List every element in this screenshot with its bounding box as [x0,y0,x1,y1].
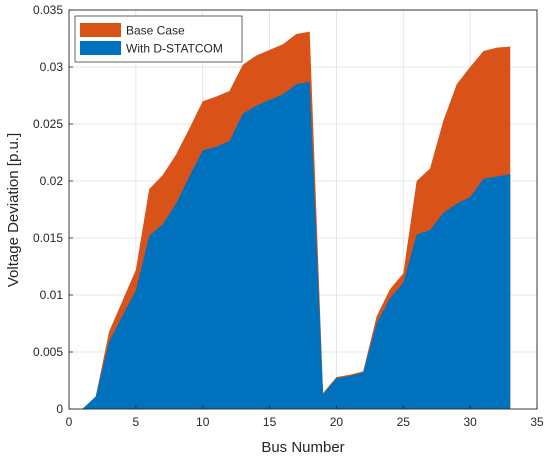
y-ticks: 0 0.005 0.01 0.015 0.02 0.025 0.03 0.035 [33,3,73,416]
legend-swatch-base-case [80,23,121,37]
y-tick-label: 0.02 [40,174,64,188]
x-axis-label: Bus Number [261,439,344,456]
y-tick-label: 0.025 [33,117,63,131]
area-layer [82,31,511,409]
legend-label-base-case: Base Case [126,24,185,38]
x-tick-label: 35 [530,415,544,429]
legend[interactable]: Base Case With D-STATCOM [74,15,243,63]
y-tick-label: 0.015 [33,231,63,245]
y-tick-label: 0.01 [40,288,64,302]
x-tick-label: 5 [133,415,140,429]
x-tick-label: 30 [463,415,477,429]
axes [68,9,538,410]
y-axis-label: Voltage Deviation [p.u.] [5,133,22,287]
plot-frame [68,9,538,410]
y-tick-label: 0 [56,402,63,416]
x-tick-label: 25 [397,415,411,429]
x-ticks: 0 5 10 15 20 25 30 35 [66,405,544,429]
legend-label-with-dstatcom: With D-STATCOM [126,42,223,56]
area-series-with-d-statcom [82,81,511,409]
y-tick-label: 0.03 [40,60,64,74]
legend-swatch-with-dstatcom [80,41,121,55]
x-tick-label: 10 [196,415,210,429]
y-tick-label: 0.005 [33,345,63,359]
x-tick-label: 0 [66,415,73,429]
y-tick-label: 0.035 [33,3,63,17]
x-tick-label: 15 [263,415,277,429]
x-tick-label: 20 [330,415,344,429]
